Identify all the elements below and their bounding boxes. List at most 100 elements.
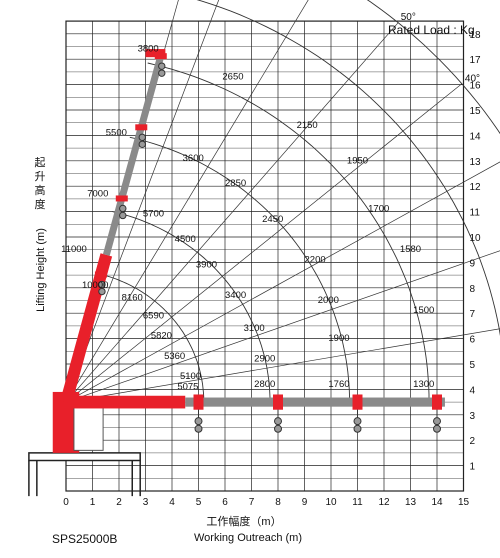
svg-text:升: 升 <box>35 170 46 183</box>
load-value-label: 5360 <box>164 351 185 362</box>
rated-load-label: Rated Load : Kg <box>388 23 475 37</box>
y-tick-label: 5 <box>470 360 476 371</box>
load-value-label: 3100 <box>244 323 265 334</box>
y-tick-label: 14 <box>470 131 482 142</box>
boom-radius-arc <box>129 136 350 403</box>
y-tick-label: 10 <box>470 233 482 244</box>
load-value-label: 6590 <box>143 310 164 321</box>
crane-outrigger-legs <box>28 460 141 497</box>
axes: 0 1 2 3 4 5 6 7 8 9 10 11 12 13 14 15123456789101112131… <box>63 30 481 508</box>
angle-ray <box>65 22 399 403</box>
load-value-label: 1900 <box>328 333 349 344</box>
y-tick-label: 16 <box>470 81 482 92</box>
x-tick-label: 3 <box>143 497 149 508</box>
x-tick-label: 9 <box>302 497 308 508</box>
y-tick-label: 7 <box>470 309 476 320</box>
boom-section-head <box>135 124 148 131</box>
load-value-label: 2200 <box>305 254 326 265</box>
hook-block <box>274 424 282 433</box>
load-value-label: 7000 <box>87 188 108 199</box>
hook-block <box>433 417 441 426</box>
y-tick-label: 6 <box>470 335 476 346</box>
x-tick-label: 8 <box>275 497 281 508</box>
boom-section-head <box>94 271 107 278</box>
hook-block <box>194 424 203 433</box>
y-tick-label: 11 <box>470 208 481 219</box>
load-value-label: 3900 <box>196 259 217 270</box>
angle-label: 40° <box>465 73 480 84</box>
load-value-label: 3600 <box>183 153 204 164</box>
x-tick-label: 2 <box>116 497 122 508</box>
x-axis-label-en: Working Outreach (m) <box>194 532 302 544</box>
load-value-label: 5075 <box>177 381 198 392</box>
x-tick-label: 5 <box>196 497 202 508</box>
hook-block <box>353 417 362 426</box>
y-axis-label-zh: 起 升 高 度 <box>35 156 46 211</box>
load-value-label: 2150 <box>297 120 318 131</box>
load-value-label: 2000 <box>318 295 339 306</box>
hook-block <box>138 133 146 142</box>
x-tick-label: 15 <box>458 497 470 508</box>
plot-frame <box>65 20 465 492</box>
load-value-label: 10000 <box>82 280 108 291</box>
x-tick-label: 0 <box>63 497 69 508</box>
load-value-label: 4500 <box>175 234 196 245</box>
svg-text:起: 起 <box>35 156 46 169</box>
angle-label: 50° <box>401 12 416 23</box>
load-value-label: 5820 <box>151 331 172 342</box>
boom-radius-arc <box>96 272 205 403</box>
load-value-label: 2450 <box>262 214 283 225</box>
load-value-label: 1500 <box>413 305 434 316</box>
angle-ray <box>65 0 309 403</box>
x-tick-label: 4 <box>169 497 175 508</box>
hook-block <box>158 69 166 77</box>
load-value-label: 1760 <box>328 379 349 390</box>
y-tick-label: 13 <box>470 157 482 168</box>
hook-block <box>119 211 127 220</box>
hook-block <box>433 424 441 433</box>
x-tick-label: 12 <box>378 497 390 508</box>
y-tick-label: 18 <box>470 30 482 41</box>
x-tick-label: 14 <box>431 497 443 508</box>
angle-ray <box>65 83 463 403</box>
angle-ray <box>65 328 500 403</box>
boom-horizontal-base <box>66 395 186 409</box>
hook-block <box>138 140 146 149</box>
boom-radius-arc <box>147 62 430 403</box>
boom-tip-head <box>193 394 204 410</box>
load-value-label: 1300 <box>413 379 434 390</box>
boom-angle-rays: 75°70°6050°40°30°20°10°0° <box>65 0 500 403</box>
load-labels: 3800 2650 2150 1950 1700 1580 1500 1300 5500 3600… <box>61 44 434 393</box>
x-tick-label: 10 <box>325 497 337 508</box>
y-tick-label: 2 <box>470 436 476 447</box>
boom-radius-arcs <box>96 0 500 403</box>
boom-top-head <box>145 49 166 58</box>
boom-horizontal-extension <box>185 397 445 407</box>
x-tick-label: 11 <box>352 497 363 508</box>
y-tick-label: 12 <box>470 182 482 193</box>
boom-radius-arc <box>366 0 500 135</box>
boom-radius-arc <box>196 0 500 337</box>
hook-block <box>158 62 166 70</box>
angle-ray <box>65 161 500 403</box>
crane-base-frame <box>28 452 141 462</box>
load-value-label: 1580 <box>400 244 421 255</box>
load-value-label: 5700 <box>143 209 164 220</box>
load-value-label: 1950 <box>347 155 368 166</box>
hook-block <box>98 287 106 296</box>
load-value-label: 1700 <box>368 204 389 215</box>
x-axis-label-zh: 工作幅度（m） <box>206 514 281 528</box>
x-tick-label: 6 <box>222 497 228 508</box>
boom-angled-extension <box>102 55 165 256</box>
y-tick-label: 15 <box>470 106 482 117</box>
hook-block <box>119 204 127 213</box>
load-value-label: 8160 <box>122 293 143 304</box>
angle-ray <box>65 0 220 403</box>
y-tick-label: 3 <box>470 411 476 422</box>
hook-block <box>194 417 203 426</box>
y-tick-label: 1 <box>470 462 476 473</box>
load-value-label: 2800 <box>254 379 275 390</box>
boom-tip-head <box>273 394 283 410</box>
y-tick-label: 8 <box>470 284 476 295</box>
y-tick-label: 17 <box>470 55 482 66</box>
